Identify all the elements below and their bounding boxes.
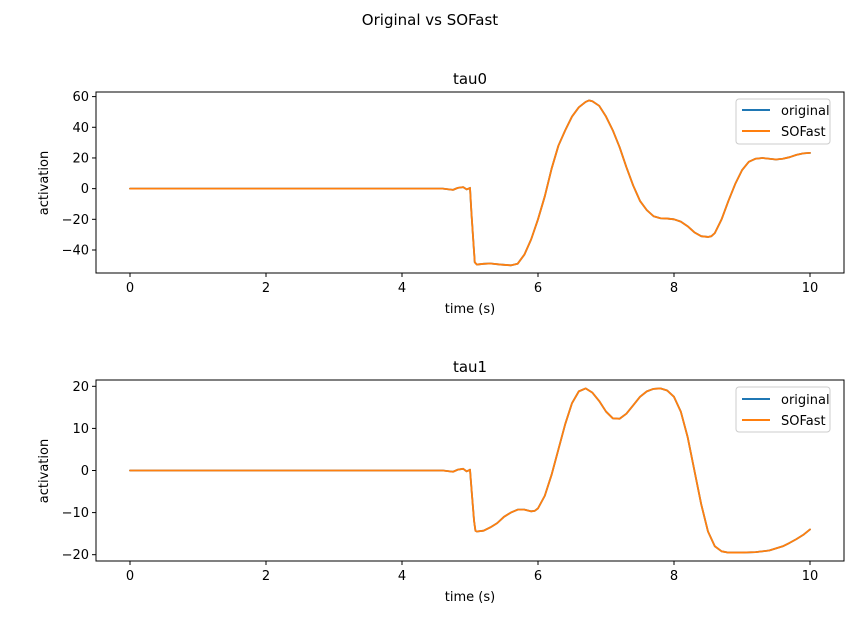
legend-label-original: original <box>781 393 830 408</box>
y-axis-label: activation <box>37 439 52 503</box>
y-tick-label: 0 <box>81 182 89 197</box>
legend-label-original: original <box>781 104 830 119</box>
y-tick-label: 40 <box>72 121 89 136</box>
x-tick-label: 8 <box>670 281 678 296</box>
x-tick-label: 2 <box>262 569 270 584</box>
y-tick-label: 20 <box>72 380 89 395</box>
plot-title: tau0 <box>453 70 487 88</box>
y-tick-label: −40 <box>62 243 89 258</box>
legend: original SOFast <box>735 386 831 433</box>
x-tick-label: 10 <box>802 569 819 584</box>
y-tick-label: −20 <box>62 213 89 228</box>
y-axis-label: activation <box>37 151 52 215</box>
y-tick-label: 60 <box>72 90 89 105</box>
panel-tau0: tau0 time (s) activation 0 2 4 6 8 10 −40 −20 0 2… <box>37 70 845 317</box>
x-tick-label: 6 <box>534 569 542 584</box>
series-line-original <box>129 99 811 267</box>
x-tick-label: 0 <box>126 281 134 296</box>
x-tick-label: 8 <box>670 569 678 584</box>
y-tick-label: −20 <box>62 548 89 563</box>
series-line-sofast <box>129 387 811 554</box>
axes-frame <box>95 91 845 274</box>
plot-title: tau1 <box>453 358 487 376</box>
panel-tau1: tau1 time (s) activation 0 2 4 6 8 10 −20 −10 0 1… <box>37 358 845 605</box>
y-tick-label: 20 <box>72 151 89 166</box>
figure-title: Original vs SOFast <box>362 11 499 29</box>
legend-label-sofast: SOFast <box>781 125 826 140</box>
x-tick-label: 6 <box>534 281 542 296</box>
plot-area: 0 2 4 6 8 10 −20 −10 0 10 20 <box>62 379 845 584</box>
y-tick-label: 10 <box>72 422 89 437</box>
y-tick-label: −10 <box>62 506 89 521</box>
legend: original SOFast <box>735 98 831 145</box>
x-tick-label: 0 <box>126 569 134 584</box>
x-tick-label: 4 <box>398 281 406 296</box>
series-line-sofast <box>129 99 811 267</box>
x-axis-label: time (s) <box>445 590 495 605</box>
plot-area: 0 2 4 6 8 10 −40 −20 0 20 40 60 <box>62 90 845 296</box>
x-tick-label: 2 <box>262 281 270 296</box>
legend-label-sofast: SOFast <box>781 414 826 429</box>
x-tick-label: 4 <box>398 569 406 584</box>
x-axis-label: time (s) <box>445 302 495 317</box>
x-tick-label: 10 <box>802 281 819 296</box>
y-tick-label: 0 <box>81 464 89 479</box>
